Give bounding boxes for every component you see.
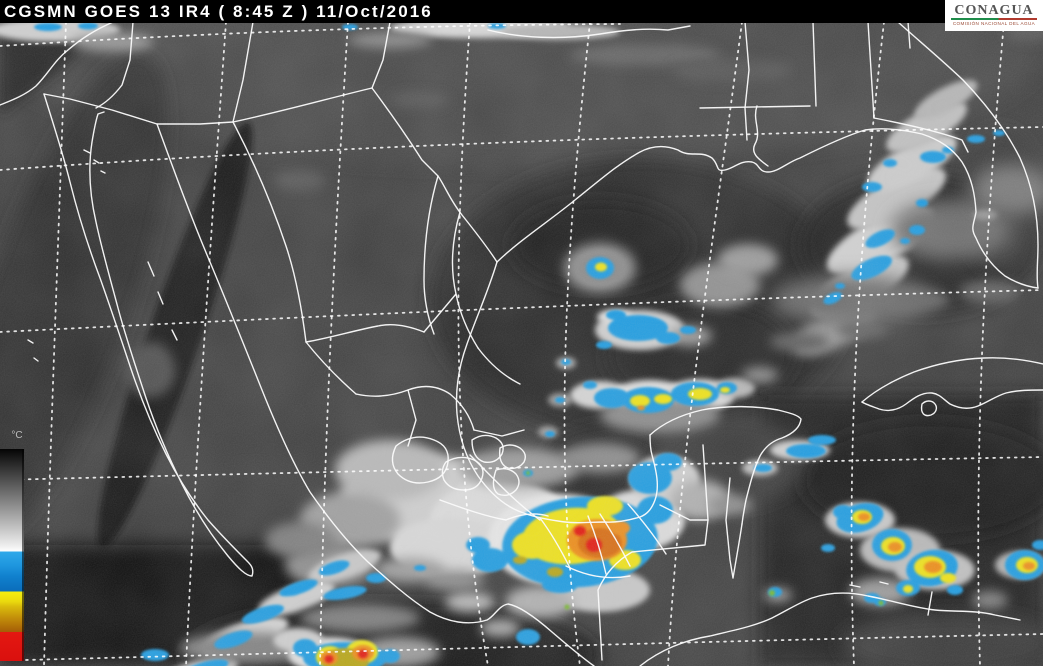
conagua-logo: CONAGUA COMISIÓN NACIONAL DEL AGUA xyxy=(945,0,1043,31)
colorbar-unit-label: °C xyxy=(11,430,23,441)
grain-texture xyxy=(0,22,1043,666)
product-title: CGSMN GOES 13 IR4 ( 8:45 Z ) 11/Oct/2016 xyxy=(4,2,433,21)
graticule-layer xyxy=(0,21,1043,666)
title-bar: CGSMN GOES 13 IR4 ( 8:45 Z ) 11/Oct/2016 xyxy=(0,0,945,23)
conagua-logo-rule xyxy=(951,18,1037,20)
border-overlay-layer xyxy=(0,21,1043,666)
colorbar-gradient xyxy=(0,449,24,661)
temperature-colorbar: °C xyxy=(0,430,26,661)
conagua-logo-subtitle: COMISIÓN NACIONAL DEL AGUA xyxy=(952,21,1036,26)
conagua-logo-name: CONAGUA xyxy=(954,3,1034,18)
